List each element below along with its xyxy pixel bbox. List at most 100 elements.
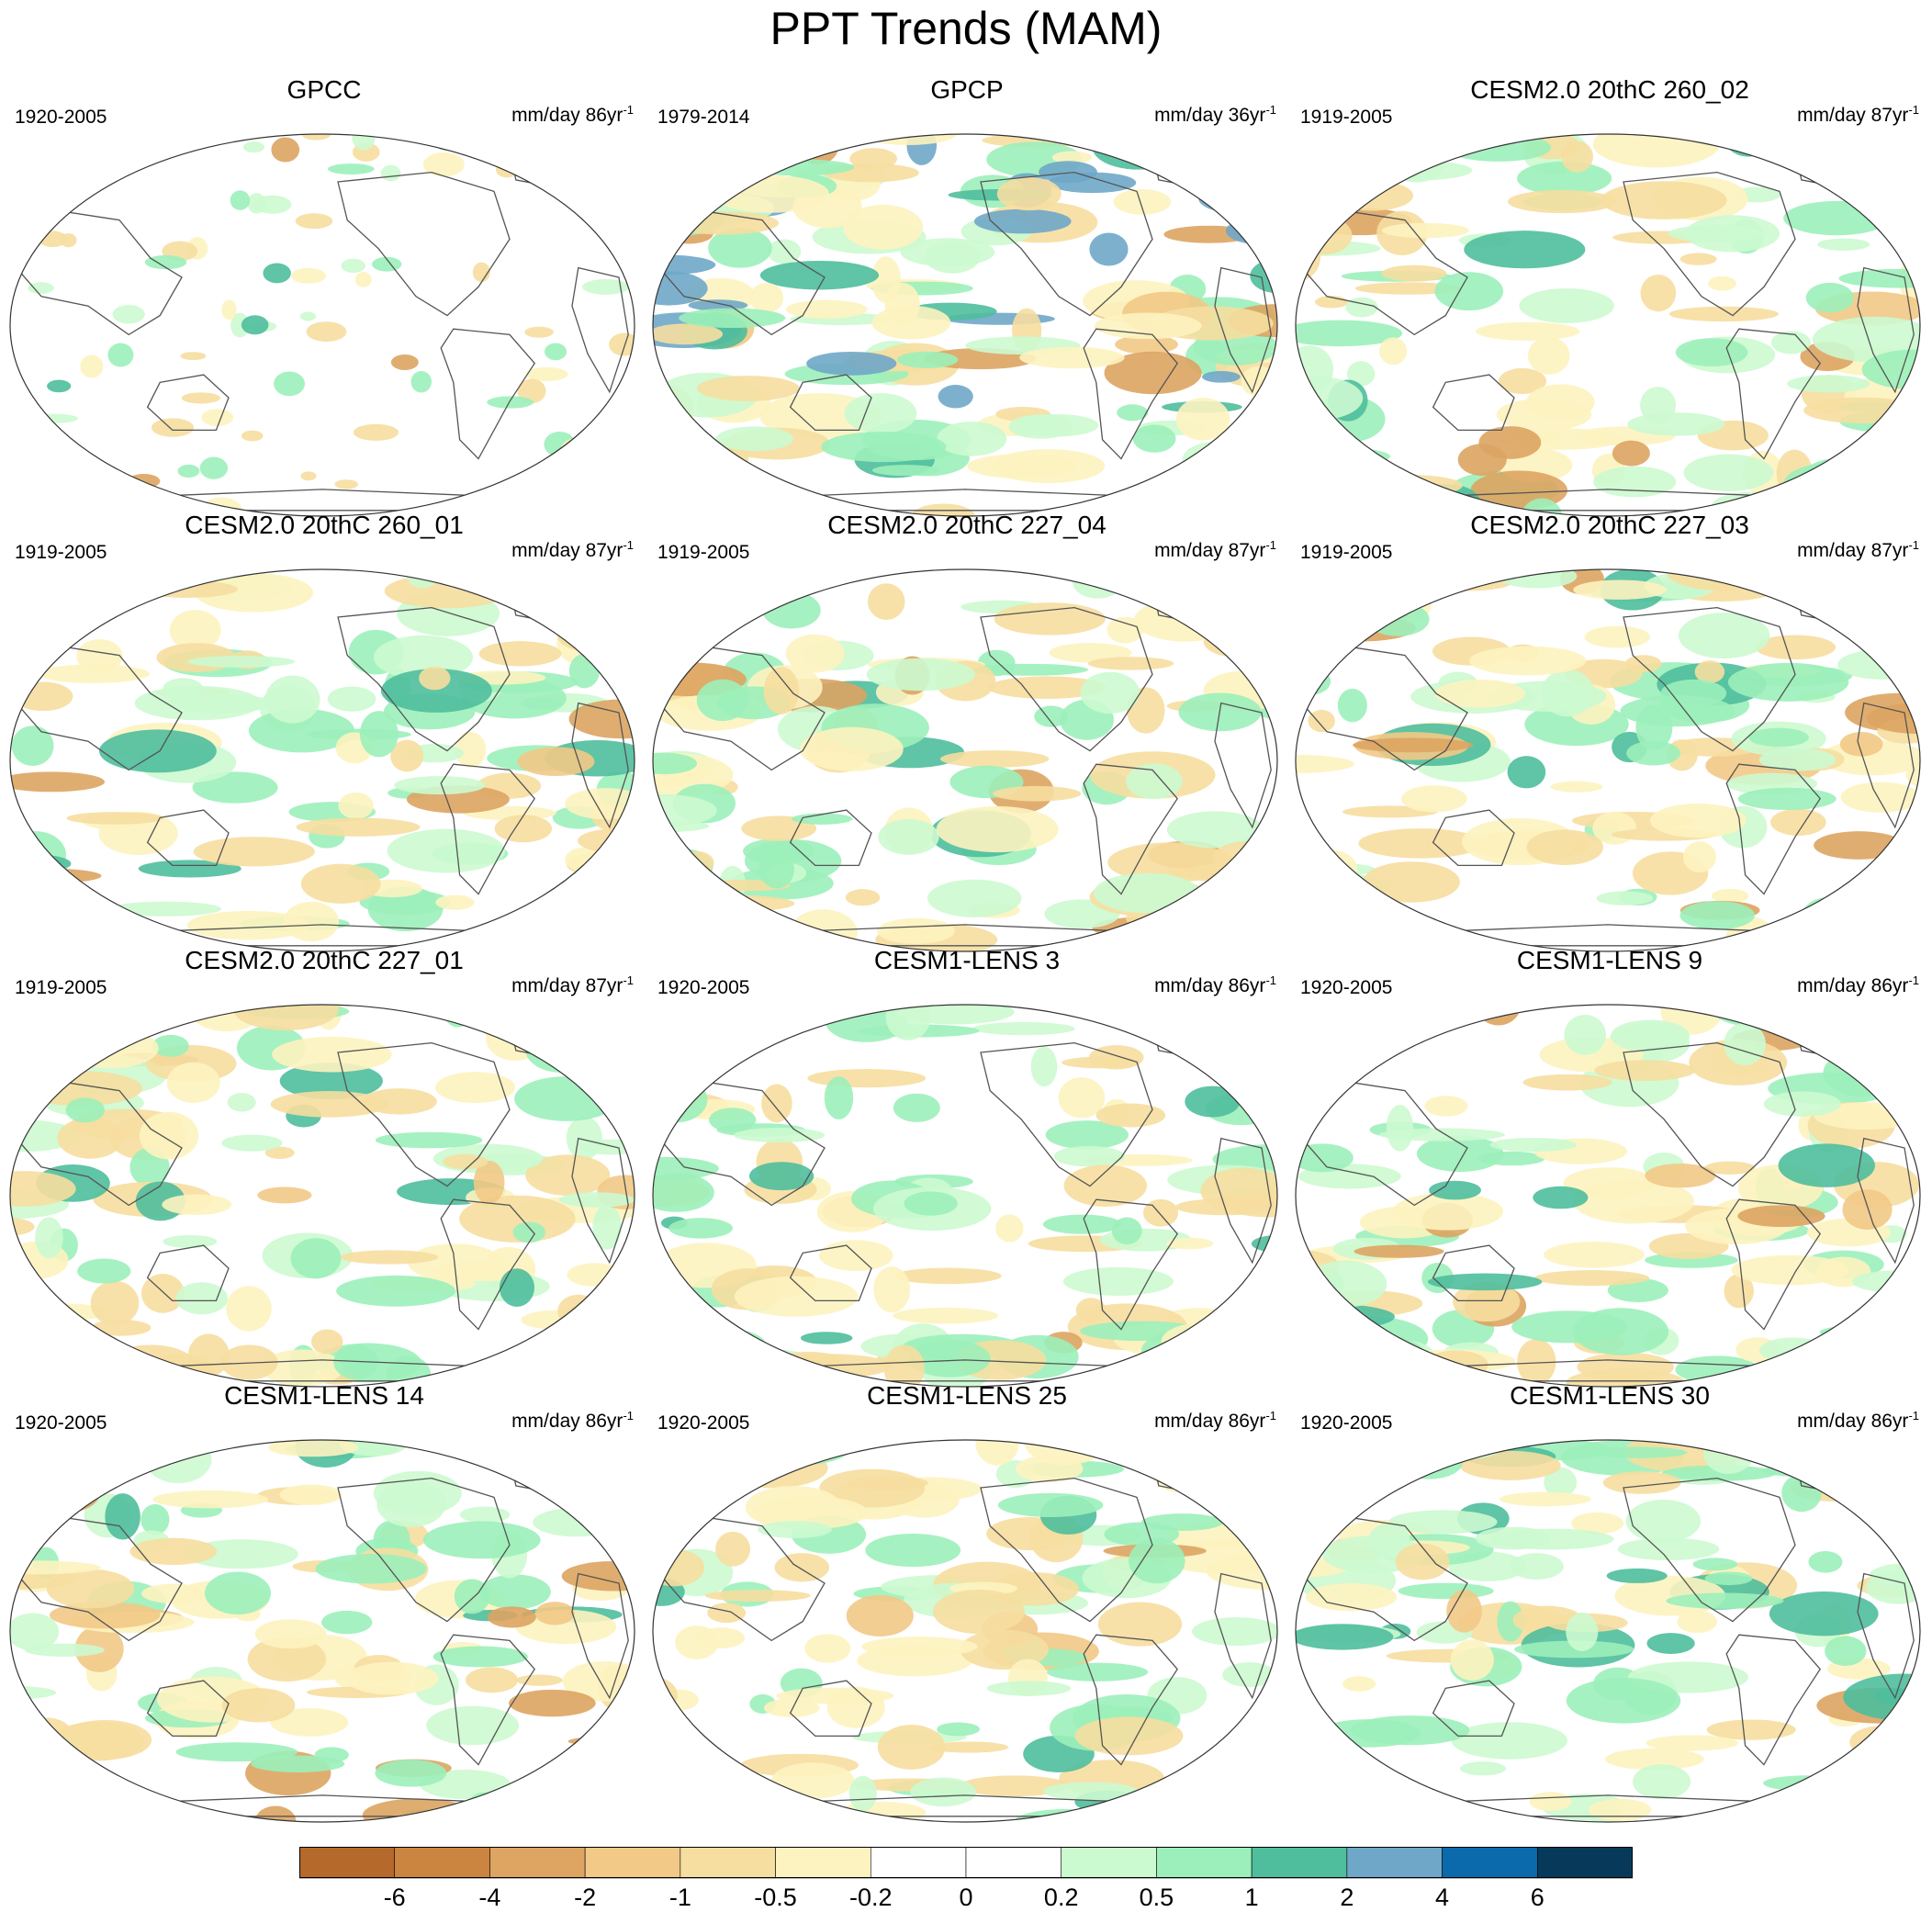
units-text: mm/day 36yr (1154, 105, 1266, 126)
units-exponent: -1 (1265, 103, 1276, 117)
units-exponent: -1 (1265, 1409, 1276, 1423)
colorbar-tick-label: 0.5 (1139, 1884, 1174, 1911)
map-projection (652, 568, 1278, 952)
units-label: mm/day 87yr-1 (1797, 538, 1919, 562)
colorbar-tick-label: 4 (1435, 1884, 1450, 1911)
colorbar-tick-label: 2 (1340, 1884, 1354, 1911)
units-label: mm/day 36yr-1 (1154, 103, 1276, 127)
map-projection (1295, 1439, 1921, 1823)
map-projection (9, 1439, 635, 1823)
units-label: mm/day 86yr-1 (1797, 973, 1919, 997)
map-panel: CESM2.0 20thC 227_03 1919-2005 mm/day 87yr… (1293, 509, 1926, 952)
colorbar-tick-label: 0.2 (1043, 1884, 1079, 1911)
units-text: mm/day 86yr (511, 1411, 623, 1432)
units-text: mm/day 87yr (511, 975, 623, 996)
units-label: mm/day 86yr-1 (1154, 1409, 1276, 1433)
colorbar-tick-label: 6 (1530, 1884, 1544, 1911)
panel-title: CESM2.0 20thC 260_01 (185, 511, 464, 539)
map-panel: CESM2.0 20thC 227_04 1919-2005 mm/day 87yr… (650, 509, 1284, 952)
period-label: 1920-2005 (15, 1412, 107, 1434)
colorbar-tick-label: -1 (668, 1884, 691, 1911)
figure-title: PPT Trends (MAM) (769, 3, 1163, 54)
colorbar-swatch (299, 1847, 396, 1879)
colorbar-swatch (680, 1847, 776, 1879)
units-text: mm/day 86yr (1797, 975, 1909, 996)
period-label: 1919-2005 (1300, 542, 1393, 563)
colorbar-tick-label: -6 (383, 1884, 406, 1911)
units-exponent: -1 (1908, 538, 1919, 552)
map-panel: CESM2.0 20thC 227_01 1919-2005 mm/day 87yr… (7, 944, 641, 1388)
colorbar-swatch (1156, 1847, 1252, 1879)
colorbar-swatch (965, 1847, 1062, 1879)
period-label: 1920-2005 (15, 107, 107, 128)
map-projection (1295, 133, 1921, 517)
panel-title: CESM1-LENS 25 (867, 1381, 1067, 1410)
map-panel: CESM1-LENS 9 1920-2005 mm/day 86yr-1 (1293, 944, 1926, 1388)
panel-title: CESM2.0 20thC 227_03 (1470, 511, 1749, 539)
panel-title: CESM1-LENS 14 (224, 1381, 424, 1410)
units-label: mm/day 86yr-1 (511, 103, 634, 127)
panel-title: GPCC (286, 75, 362, 104)
panel-title: GPCP (930, 75, 1004, 104)
colorbar-tick-label: -2 (574, 1884, 597, 1911)
period-label: 1920-2005 (657, 977, 750, 998)
units-label: mm/day 87yr-1 (1797, 103, 1919, 127)
colorbar-swatch (1346, 1847, 1443, 1879)
map-projection (1295, 568, 1921, 952)
units-label: mm/day 86yr-1 (511, 1409, 634, 1433)
map-panel: CESM2.0 20thC 260_01 1919-2005 mm/day 87yr… (7, 509, 641, 952)
units-label: mm/day 86yr-1 (1797, 1409, 1919, 1433)
period-label: 1920-2005 (1300, 1412, 1393, 1434)
units-exponent: -1 (623, 103, 634, 117)
period-label: 1920-2005 (657, 1412, 750, 1434)
units-label: mm/day 86yr-1 (1154, 973, 1276, 997)
units-text: mm/day 86yr (1154, 975, 1266, 996)
units-exponent: -1 (1265, 538, 1276, 552)
panel-title: CESM1-LENS 3 (873, 946, 1061, 974)
units-label: mm/day 87yr-1 (1154, 538, 1276, 562)
period-label: 1919-2005 (15, 977, 107, 998)
period-label: 1920-2005 (1300, 977, 1393, 998)
map-panel: GPCC 1920-2005 mm/day 86yr-1 (7, 73, 641, 517)
map-panel: CESM1-LENS 30 1920-2005 mm/day 86yr-1 (1293, 1379, 1926, 1823)
colorbar-swatch (1536, 1847, 1633, 1879)
panel-title: CESM2.0 20thC 227_04 (827, 511, 1106, 539)
colorbar-swatch (584, 1847, 681, 1879)
map-projection (652, 1004, 1278, 1388)
colorbar (299, 1847, 1633, 1879)
panel-title: CESM1-LENS 9 (1516, 946, 1703, 974)
colorbar-swatch (1251, 1847, 1348, 1879)
colorbar-tick-label: -0.5 (754, 1884, 797, 1911)
units-exponent: -1 (623, 973, 634, 987)
panel-title: CESM1-LENS 30 (1510, 1381, 1710, 1410)
panel-title: CESM2.0 20thC 260_02 (1470, 75, 1749, 104)
colorbar-tick-label: -0.2 (849, 1884, 893, 1911)
map-panel: CESM1-LENS 25 1920-2005 mm/day 86yr-1 (650, 1379, 1284, 1823)
colorbar-swatch (775, 1847, 871, 1879)
map-panel: CESM1-LENS 14 1920-2005 mm/day 86yr-1 (7, 1379, 641, 1823)
units-text: mm/day 86yr (511, 105, 623, 126)
panel-title: CESM2.0 20thC 227_01 (185, 946, 464, 974)
map-projection (1295, 1004, 1921, 1388)
units-text: mm/day 87yr (1797, 540, 1909, 561)
units-text: mm/day 87yr (1797, 105, 1909, 126)
period-label: 1919-2005 (15, 542, 107, 563)
units-exponent: -1 (1908, 973, 1919, 987)
units-exponent: -1 (1265, 973, 1276, 987)
units-text: mm/day 86yr (1154, 1411, 1266, 1432)
map-projection (9, 1004, 635, 1388)
colorbar-swatch (489, 1847, 586, 1879)
map-projection (652, 1439, 1278, 1823)
map-panel: CESM2.0 20thC 260_02 1919-2005 mm/day 87yr… (1293, 73, 1926, 517)
units-exponent: -1 (1908, 103, 1919, 117)
units-text: mm/day 86yr (1797, 1411, 1909, 1432)
units-exponent: -1 (623, 1409, 634, 1423)
colorbar-swatch (1061, 1847, 1157, 1879)
map-projection (9, 568, 635, 952)
map-projection (652, 133, 1278, 517)
period-label: 1979-2014 (657, 107, 750, 128)
colorbar-tick-label: 0 (959, 1884, 973, 1911)
units-label: mm/day 87yr-1 (511, 973, 634, 997)
colorbar-tick-label: -4 (478, 1884, 501, 1911)
colorbar-swatch (394, 1847, 490, 1879)
